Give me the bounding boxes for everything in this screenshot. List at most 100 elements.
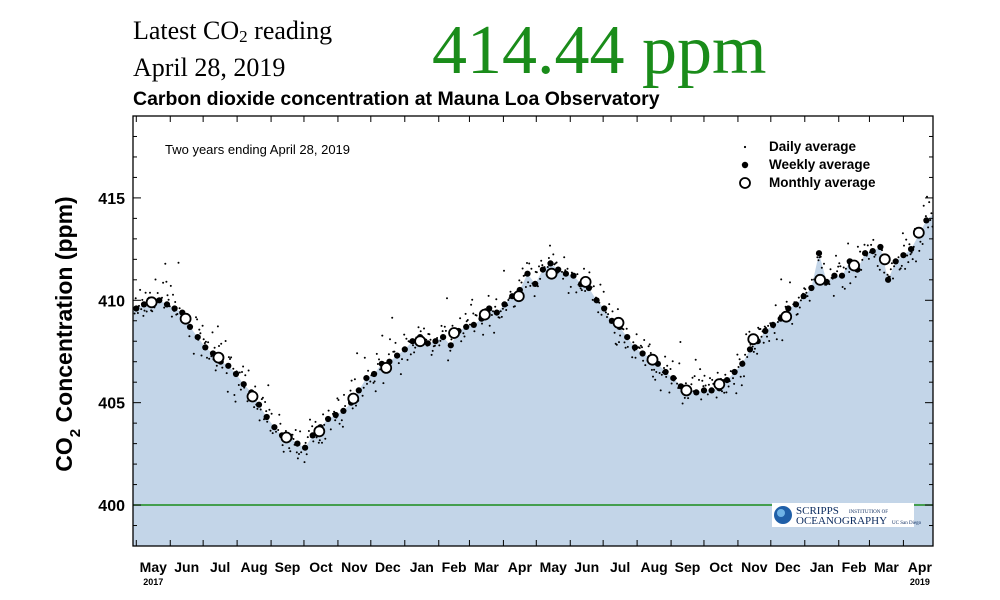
weekly-point — [601, 305, 608, 312]
monthly-point — [478, 308, 491, 321]
daily-point — [528, 262, 531, 265]
daily-point — [221, 366, 224, 369]
weekly-point — [524, 270, 531, 277]
daily-point — [353, 378, 356, 381]
daily-point — [440, 324, 443, 327]
daily-point — [619, 334, 622, 337]
weekly-point — [908, 246, 915, 253]
daily-point — [835, 254, 837, 257]
daily-point — [876, 265, 879, 267]
daily-point — [403, 333, 406, 336]
daily-point — [399, 373, 402, 376]
weekly-point — [371, 370, 378, 378]
daily-point — [259, 408, 262, 411]
daily-point — [724, 373, 727, 376]
daily-point — [886, 273, 889, 276]
weekly-point — [562, 270, 570, 277]
daily-point — [202, 338, 205, 341]
daily-point — [729, 370, 732, 373]
daily-point — [655, 371, 658, 373]
x-year-label: 2017 — [143, 577, 163, 587]
daily-point — [397, 362, 400, 365]
daily-point — [218, 345, 220, 347]
daily-point — [854, 275, 857, 278]
y-tick-label: 415 — [98, 191, 125, 208]
daily-point — [288, 447, 291, 450]
daily-point — [143, 309, 146, 312]
weekly-point — [501, 301, 508, 308]
daily-point — [306, 436, 309, 439]
x-tick-label: May — [540, 559, 567, 575]
y-axis-label-suffix: Concentration (ppm) — [51, 196, 77, 429]
daily-point — [897, 256, 900, 259]
daily-point — [282, 450, 285, 453]
daily-point — [746, 356, 749, 358]
monthly-point — [280, 431, 293, 444]
daily-point — [166, 294, 169, 297]
daily-point — [413, 351, 416, 354]
daily-point — [903, 244, 905, 247]
daily-point — [375, 352, 378, 355]
weekly-point — [731, 368, 738, 376]
daily-point — [447, 359, 450, 362]
daily-point — [198, 328, 201, 331]
daily-point — [322, 413, 325, 416]
weekly-point — [708, 387, 715, 394]
daily-point — [541, 264, 544, 267]
daily-point — [431, 349, 434, 352]
daily-point — [650, 368, 653, 371]
daily-point — [156, 292, 159, 294]
daily-point — [204, 340, 207, 343]
weekly-point — [332, 411, 339, 419]
daily-point — [133, 312, 136, 315]
daily-point — [567, 292, 570, 294]
daily-point — [599, 283, 602, 286]
daily-point — [488, 324, 491, 327]
daily-point — [196, 318, 199, 321]
daily-point — [509, 290, 512, 293]
daily-point — [314, 420, 317, 423]
weekly-point — [885, 276, 892, 283]
daily-point — [178, 307, 181, 310]
daily-point — [798, 306, 801, 309]
daily-point — [499, 310, 502, 313]
daily-point — [604, 311, 607, 314]
daily-point — [305, 453, 308, 456]
daily-point — [767, 324, 770, 327]
x-tick-label: Feb — [442, 559, 467, 575]
daily-point — [774, 304, 777, 307]
weekly-point — [831, 272, 838, 279]
daily-point — [356, 352, 359, 355]
monthly-points-layer — [145, 226, 925, 444]
daily-point — [856, 245, 859, 248]
x-tick-label: Jul — [610, 559, 630, 575]
daily-point — [823, 262, 825, 265]
daily-point — [905, 238, 908, 241]
y-tick-label: 410 — [98, 293, 125, 310]
daily-point — [472, 312, 475, 315]
daily-point — [299, 430, 302, 433]
daily-point — [694, 358, 697, 361]
weekly-point — [255, 401, 263, 408]
daily-point — [366, 382, 368, 385]
monthly-point — [145, 296, 158, 309]
daily-point — [602, 290, 605, 293]
daily-point — [414, 346, 417, 349]
daily-point — [908, 243, 911, 246]
daily-point — [136, 312, 139, 314]
daily-point — [374, 390, 377, 393]
monthly-point — [380, 361, 393, 374]
daily-point — [423, 327, 425, 330]
daily-point — [874, 253, 877, 256]
chart-title: Carbon dioxide concentration at Mauna Lo… — [133, 88, 660, 110]
weekly-point — [700, 387, 708, 394]
daily-point — [740, 384, 743, 387]
daily-point — [816, 256, 819, 259]
daily-point — [584, 290, 587, 292]
weekly-point — [302, 444, 309, 451]
daily-point — [327, 409, 330, 412]
daily-point — [441, 330, 444, 333]
daily-point — [208, 357, 211, 360]
daily-point — [170, 315, 173, 318]
daily-point — [334, 419, 337, 422]
